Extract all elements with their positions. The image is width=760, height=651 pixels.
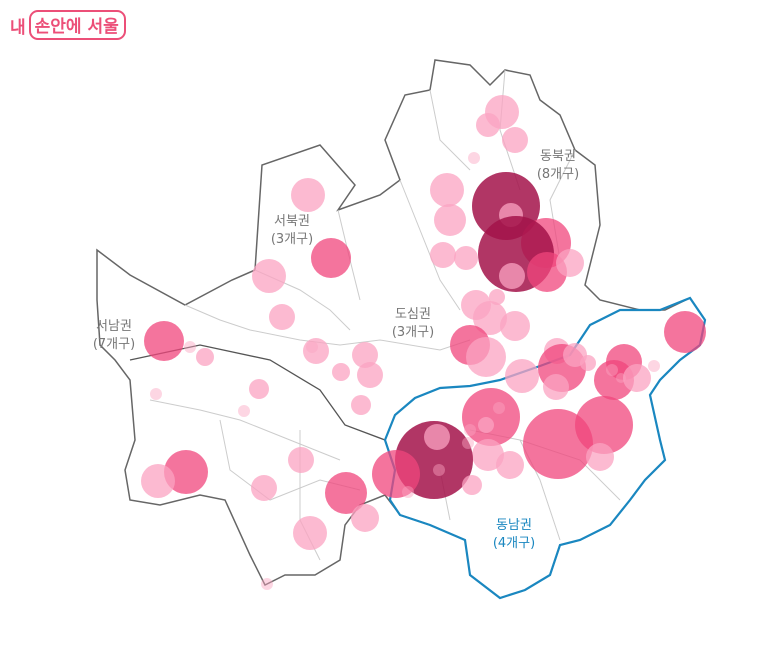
region-name-label: 도심권 xyxy=(395,307,431,322)
district-bubble xyxy=(462,475,482,495)
logo-boxed-text: 손안에 서울 xyxy=(28,10,126,40)
logo-text: 내 xyxy=(10,17,26,38)
district-bubble xyxy=(586,443,614,471)
district-bubble xyxy=(462,388,520,446)
region-name-label: 동남권 xyxy=(496,518,532,533)
district-bubble xyxy=(144,321,184,361)
district-bubble xyxy=(594,360,634,400)
district-bubble xyxy=(252,259,286,293)
district-bubble xyxy=(269,304,295,330)
district-bubble xyxy=(357,362,383,388)
district-bubble xyxy=(303,338,329,364)
bubbles xyxy=(141,95,706,590)
district-boundary xyxy=(429,89,471,171)
district-bubble xyxy=(623,364,651,392)
district-bubble xyxy=(664,311,706,353)
district-bubble xyxy=(523,409,593,479)
region-name-label: 서남권 xyxy=(96,319,132,334)
district-bubble xyxy=(196,348,214,366)
district-bubble xyxy=(164,450,208,494)
logo: 내 손안에 서울 xyxy=(10,10,126,40)
district-bubble xyxy=(466,337,506,377)
region-count-label: (7개구) xyxy=(93,337,135,352)
region-name-label: 서북권 xyxy=(274,214,310,229)
district-bubble xyxy=(606,364,618,376)
district-bubble xyxy=(489,289,505,305)
district-bubble xyxy=(543,374,569,400)
district-boundary xyxy=(499,69,521,191)
district-bubble xyxy=(291,178,325,212)
district-bubble xyxy=(238,405,250,417)
district-bubble xyxy=(251,475,277,501)
district-bubble xyxy=(478,417,494,433)
district-bubble xyxy=(505,359,539,393)
district-bubble xyxy=(288,447,314,473)
han-river-boundary xyxy=(129,344,386,441)
region-count-label: (3개구) xyxy=(392,325,434,340)
district-bubble xyxy=(311,238,351,278)
district-bubble xyxy=(424,424,450,450)
district-bubble xyxy=(580,355,596,371)
district-boundary xyxy=(149,399,341,461)
region-count-label: (3개구) xyxy=(271,232,313,247)
district-bubble xyxy=(476,113,500,137)
district-bubble xyxy=(500,311,530,341)
district-bubble xyxy=(493,402,505,414)
district-bubble xyxy=(332,363,350,381)
district-bubble xyxy=(462,437,474,449)
region-name-label: 동북권 xyxy=(540,149,576,164)
district-bubble xyxy=(402,486,414,498)
district-bubble xyxy=(306,341,318,353)
district-bubble xyxy=(430,242,456,268)
district-bubble xyxy=(293,516,327,550)
district-bubble xyxy=(496,451,524,479)
district-bubble xyxy=(648,360,660,372)
district-bubble xyxy=(434,204,466,236)
district-bubble xyxy=(556,249,584,277)
district-bubble xyxy=(616,373,626,383)
region-count-label: (4개구) xyxy=(493,536,535,551)
region-count-label: (8개구) xyxy=(537,167,579,182)
district-bubble xyxy=(352,342,378,368)
district-bubble xyxy=(472,439,504,471)
district-bubble xyxy=(150,388,162,400)
district-bubble xyxy=(351,395,371,415)
district-bubble xyxy=(433,464,445,476)
district-bubble xyxy=(351,504,379,532)
district-bubble xyxy=(502,127,528,153)
district-bubble xyxy=(141,464,175,498)
district-bubble xyxy=(372,450,420,498)
district-bubble xyxy=(499,263,525,289)
district-bubble xyxy=(473,301,507,335)
district-bubble xyxy=(468,152,480,164)
district-bubble xyxy=(464,424,476,436)
district-bubble xyxy=(454,246,478,270)
district-bubble xyxy=(261,578,273,590)
district-bubble xyxy=(184,341,196,353)
district-bubble xyxy=(249,379,269,399)
district-bubble xyxy=(430,173,464,207)
district-bubble xyxy=(325,472,367,514)
